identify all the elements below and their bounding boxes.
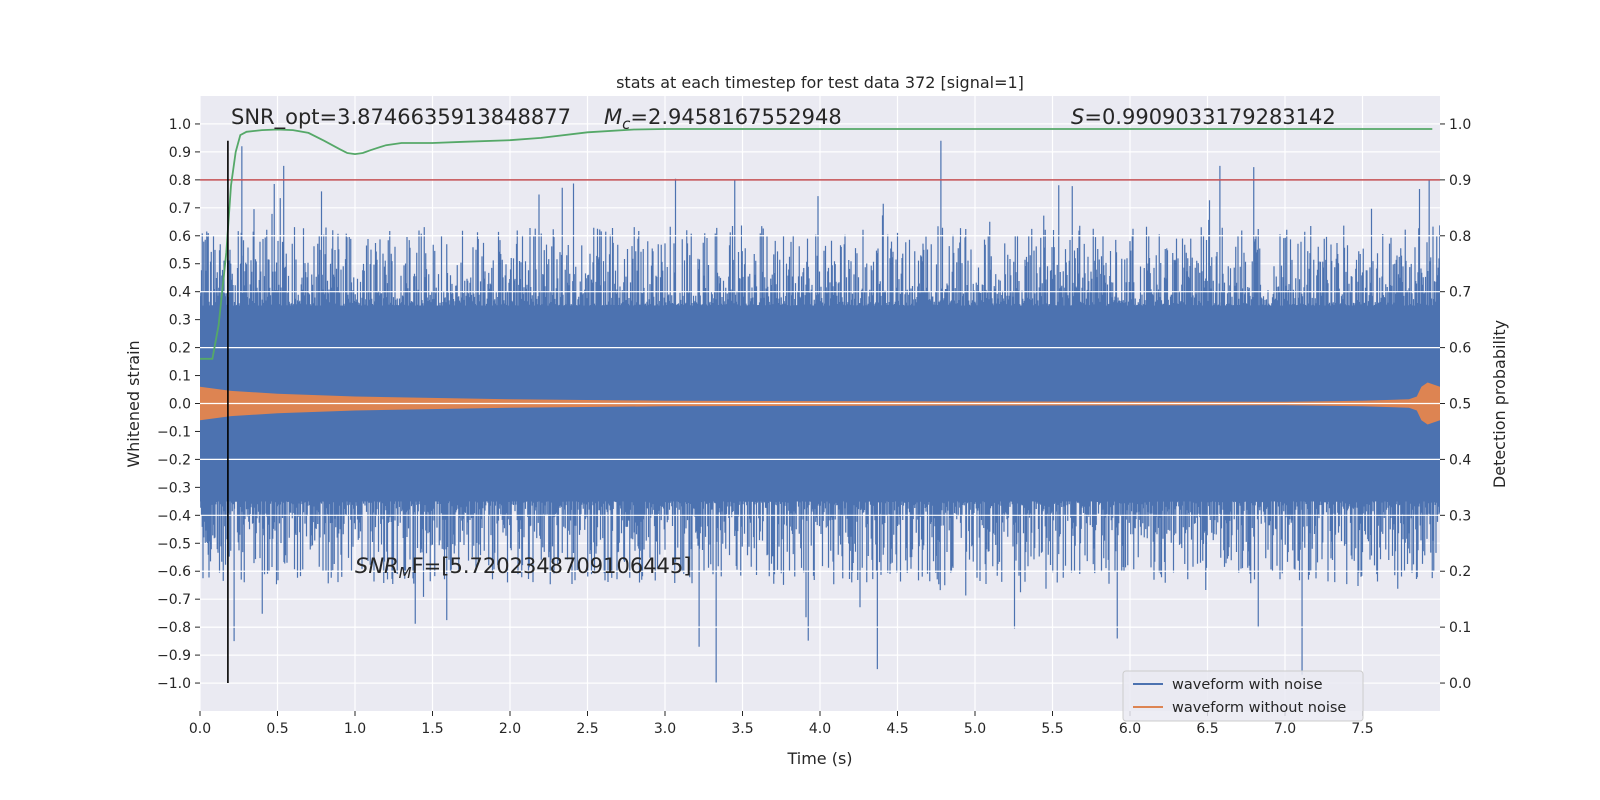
annotation-snr-opt: SNR_opt=3.8746635913848877 xyxy=(231,105,571,130)
y-axis-label: Whitened strain xyxy=(124,340,143,467)
y2-tick-label: 0.6 xyxy=(1449,341,1471,357)
x-tick-label: 1.5 xyxy=(421,721,443,737)
x-tick-label: 3.5 xyxy=(731,721,753,737)
x-tick-label: 2.5 xyxy=(576,721,598,737)
y-tick-label: −0.5 xyxy=(157,536,191,552)
y-tick-label: 0.2 xyxy=(169,341,191,357)
y-tick-label: 0.6 xyxy=(169,229,191,245)
y-tick-label: 0.0 xyxy=(169,397,191,413)
x-tick-label: 7.0 xyxy=(1274,721,1296,737)
y-tick-label: 0.9 xyxy=(169,145,191,161)
x-tick-label: 0.5 xyxy=(266,721,288,737)
left-axis-ticks: 1.0 0.9 0.8 0.7 0.6 0.5 0.4 0.3 0.2 0.1 0.0 −0.1 −0.… xyxy=(157,117,200,692)
x-tick-label: 4.0 xyxy=(809,721,831,737)
annotation-s-value: =0.9909033179283142 xyxy=(1084,105,1335,129)
y-tick-label: 0.4 xyxy=(169,285,191,301)
x-axis-label: Time (s) xyxy=(786,749,852,768)
y-tick-label: 0.5 xyxy=(169,257,191,273)
y2-tick-label: 0.4 xyxy=(1449,452,1471,468)
plot-series xyxy=(200,123,1440,684)
y-tick-label: −0.4 xyxy=(157,508,191,524)
y-tick-label: −0.7 xyxy=(157,592,191,608)
annotation-chirp-mass-value: =2.9458167552948 xyxy=(630,105,841,129)
legend-label-waveform-with-noise: waveform with noise xyxy=(1172,677,1323,693)
y2-tick-label: 0.8 xyxy=(1449,229,1471,245)
right-axis-ticks: 1.0 0.9 0.8 0.7 0.6 0.5 0.4 0.3 0.2 0.1 0.0 xyxy=(1440,117,1471,692)
y-tick-label: −0.3 xyxy=(157,480,191,496)
y-tick-label: 0.8 xyxy=(169,173,191,189)
annotation-s: S=0.9909033179283142 xyxy=(1071,105,1336,129)
y-tick-label: −0.9 xyxy=(157,648,191,664)
x-tick-label: 3.0 xyxy=(654,721,676,737)
x-tick-label: 6.0 xyxy=(1119,721,1141,737)
y-tick-label: −0.8 xyxy=(157,620,191,636)
y2-axis-label: Detection probability xyxy=(1490,320,1509,488)
legend-label-waveform-without-noise: waveform without noise xyxy=(1172,700,1346,716)
y-tick-label: 0.1 xyxy=(169,369,191,385)
y2-tick-label: 0.3 xyxy=(1449,508,1471,524)
y-tick-label: 1.0 xyxy=(169,117,191,133)
y-tick-label: −0.2 xyxy=(157,452,191,468)
annotation-snr-mf: SNRMF=[5.720234870910644​5] xyxy=(355,554,691,582)
chart-title: stats at each timestep for test data 372… xyxy=(616,73,1024,92)
y2-tick-label: 0.9 xyxy=(1449,173,1471,189)
y2-tick-label: 0.5 xyxy=(1449,397,1471,413)
y2-tick-label: 0.1 xyxy=(1449,620,1471,636)
x-tick-label: 1.0 xyxy=(344,721,366,737)
legend: waveform with noise waveform without noi… xyxy=(1122,670,1364,722)
x-tick-label: 5.0 xyxy=(964,721,986,737)
series-detection-probability xyxy=(200,128,1433,360)
y-tick-label: −0.6 xyxy=(157,564,191,580)
annotation-chirp-mass-symbol: M xyxy=(604,105,622,129)
y-tick-label: 0.3 xyxy=(169,313,191,329)
annotation-snr-mf-subscript: M xyxy=(399,564,412,582)
y-tick-label: 0.7 xyxy=(169,201,191,217)
x-tick-label: 5.5 xyxy=(1041,721,1063,737)
x-tick-label: 2.0 xyxy=(499,721,521,737)
annotation-snr-mf-symbol: SNR xyxy=(355,554,399,578)
annotation-snr-mf-value: F=[5.720234870910644​5] xyxy=(412,554,692,578)
x-tick-label: 7.5 xyxy=(1351,721,1373,737)
y2-tick-label: 0.0 xyxy=(1449,676,1471,692)
annotation-chirp-mass-subscript: c xyxy=(622,115,631,133)
x-tick-label: 0.0 xyxy=(189,721,211,737)
y-tick-label: −1.0 xyxy=(157,676,191,692)
annotation-s-symbol: S xyxy=(1071,105,1084,129)
y-tick-label: −0.1 xyxy=(157,424,191,440)
legend-box xyxy=(1122,670,1364,722)
y2-tick-label: 1.0 xyxy=(1449,117,1471,133)
x-tick-label: 6.5 xyxy=(1196,721,1218,737)
y2-tick-label: 0.7 xyxy=(1449,285,1471,301)
annotation-chirp-mass: Mc=2.9458167552948 xyxy=(604,105,842,133)
x-tick-label: 4.5 xyxy=(886,721,908,737)
x-axis-ticks: 0.0 0.5 1.0 1.5 2.0 2.5 3.0 3.5 4.0 4.5 5.0 5.5 6.0 6… xyxy=(189,711,1374,737)
y2-tick-label: 0.2 xyxy=(1449,564,1471,580)
